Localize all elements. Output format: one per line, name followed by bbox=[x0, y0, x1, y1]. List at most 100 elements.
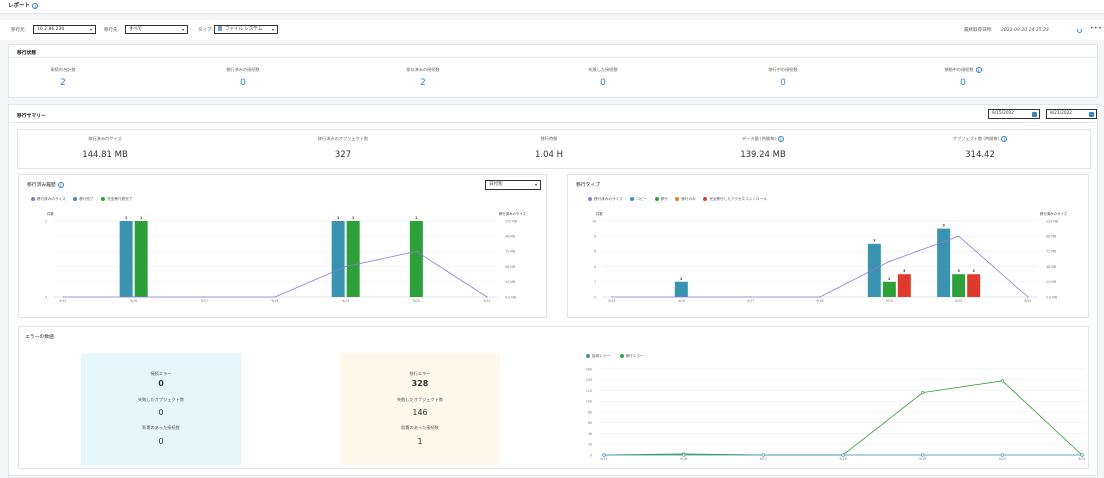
file-icon bbox=[218, 26, 222, 31]
type-select[interactable]: ファイル システム bbox=[214, 25, 278, 34]
bar bbox=[867, 243, 881, 297]
stat-label: 失敗した接続数 bbox=[588, 67, 618, 72]
bar bbox=[674, 281, 688, 297]
affected-connections-value[interactable]: 0 bbox=[158, 437, 164, 446]
source-select[interactable]: 10.2.86.230 bbox=[33, 25, 96, 34]
dest-select[interactable]: すべて bbox=[125, 25, 188, 34]
more-icon[interactable]: ••• bbox=[1090, 25, 1103, 32]
bar bbox=[967, 274, 981, 297]
stat-value[interactable]: 2 bbox=[60, 78, 66, 88]
line-point bbox=[611, 296, 613, 298]
errors-title: エラーの数値 bbox=[25, 335, 54, 340]
refresh-icon[interactable] bbox=[1077, 28, 1082, 33]
bar bbox=[134, 221, 148, 297]
line-point bbox=[203, 296, 205, 298]
x-axis-tick: 9/19 bbox=[886, 299, 893, 303]
history-chart-title: 移行済み履歴 i bbox=[27, 181, 64, 188]
stat-label: 移行済みの接続数 bbox=[226, 67, 260, 72]
metric-value: 1.04 H bbox=[534, 150, 564, 160]
metric-label: 移行時間 bbox=[540, 136, 558, 141]
legend-label: 接続エラー bbox=[592, 354, 610, 358]
error-value[interactable]: 0 bbox=[158, 379, 164, 388]
legend-label: 移行のみ bbox=[681, 197, 696, 201]
legend-item-acl[interactable]: 完全移行したアクセスコントロール bbox=[703, 196, 767, 201]
history-chart-card: 移行済み履歴 i 日付別 移行済みのサイズ 移行完了 完全移行数完了 0.0 MB… bbox=[18, 174, 547, 318]
y-axis-tick: 60 bbox=[588, 421, 592, 425]
metric-value: 139.24 MB bbox=[740, 150, 786, 160]
right-axis-tick: 0.0 MB bbox=[505, 295, 516, 299]
metric-label: データ量 (時間毎) i bbox=[673, 136, 853, 142]
legend-item-size[interactable]: 移行済みのサイズ bbox=[31, 196, 66, 201]
stat-value[interactable]: 0 bbox=[240, 78, 246, 88]
x-axis-tick: 9/17 bbox=[201, 299, 208, 303]
legend-item-copy[interactable]: コピー bbox=[630, 196, 648, 201]
right-axis-tick: 96 MB bbox=[505, 235, 515, 239]
error-value[interactable]: 328 bbox=[411, 379, 429, 388]
legend-item-conn[interactable]: 接続エラー bbox=[586, 353, 610, 358]
source-select-value: 10.2.86.230 bbox=[37, 27, 65, 32]
legend-item-only[interactable]: 移行のみ bbox=[675, 196, 696, 201]
affected-connections-value[interactable]: 1 bbox=[417, 437, 423, 446]
legend-dot bbox=[703, 196, 708, 201]
info-icon[interactable]: i bbox=[777, 136, 784, 142]
left-axis-tick: 0 bbox=[45, 295, 47, 299]
bar bbox=[409, 221, 423, 297]
legend-item-full[interactable]: 完全移行数完了 bbox=[101, 196, 132, 201]
errors-chart: 0 20 40 60 80 100 120 140 160 9/15 9/16 9/17 9/18 9/1… bbox=[586, 367, 1086, 461]
date-from-input[interactable]: 9/15/2022 bbox=[988, 109, 1040, 119]
bar bbox=[346, 221, 360, 297]
metric-label: 移行済みのオブジェクト数 bbox=[317, 136, 369, 141]
y-axis-tick: 120 bbox=[586, 389, 592, 393]
legend-label: 移行済みのサイズ bbox=[594, 197, 623, 201]
stat-label: 移動中の接続数 i bbox=[883, 67, 1043, 73]
line-point bbox=[921, 453, 925, 457]
divider bbox=[9, 122, 1097, 123]
right-axis-tick: 96 MB bbox=[1046, 235, 1056, 239]
stat-value[interactable]: 0 bbox=[780, 78, 786, 88]
chevron-down-icon bbox=[182, 28, 184, 31]
calendar-icon[interactable] bbox=[1089, 112, 1094, 117]
x-axis-tick: 9/18 bbox=[816, 299, 823, 303]
info-icon[interactable]: i bbox=[1001, 136, 1008, 142]
y-axis-tick: 0 bbox=[590, 453, 592, 457]
right-axis-tick: 120 MB bbox=[1046, 219, 1058, 223]
right-axis-title: 移行済みのサイズ bbox=[1040, 211, 1068, 216]
stat-value[interactable]: 2 bbox=[420, 78, 426, 88]
line-point bbox=[761, 453, 765, 457]
info-icon[interactable]: i bbox=[57, 181, 64, 188]
failed-objects-value[interactable]: 146 bbox=[412, 408, 428, 417]
left-axis-tick: 4 bbox=[594, 265, 596, 269]
line-point bbox=[819, 296, 821, 298]
right-axis-tick: 24 MB bbox=[1046, 280, 1056, 284]
right-axis-tick: 48 MB bbox=[505, 265, 515, 269]
bar-label: 1 bbox=[415, 216, 418, 220]
errors-legend: 接続エラー 移行エラー bbox=[586, 353, 644, 359]
legend-item-complete[interactable]: 移行完了 bbox=[73, 196, 94, 201]
stat-value[interactable]: 0 bbox=[600, 78, 606, 88]
affected-connections-label: 影響のあった接続数 bbox=[401, 425, 439, 430]
legend-label: 移行 bbox=[660, 197, 668, 201]
x-axis-tick: 9/18 bbox=[839, 457, 846, 461]
legend-label: コピー bbox=[636, 197, 648, 201]
history-group-value: 日付別 bbox=[489, 182, 503, 187]
x-axis-tick: 9/20 bbox=[955, 299, 962, 303]
date-to-input[interactable]: 9/21/2022 bbox=[1046, 109, 1097, 119]
info-icon[interactable]: i bbox=[975, 67, 982, 73]
legend-item-move[interactable]: 移行 bbox=[654, 196, 668, 201]
connection-error-box: 接続エラー 0 失敗したオブジェクト数 0 影響のあった接続数 0 bbox=[81, 353, 241, 465]
dest-label: 移行先: bbox=[104, 28, 120, 33]
failed-objects-value[interactable]: 0 bbox=[158, 408, 164, 417]
y-axis-tick: 100 bbox=[586, 400, 592, 404]
line-point bbox=[680, 296, 682, 298]
bar-label: 7 bbox=[873, 239, 876, 243]
summary-metrics: 移行済みのサイズ 144.81 MB 移行済みのオブジェクト数 327 移行時間 1.04… bbox=[17, 129, 1091, 169]
metric-label: 移行済みのサイズ bbox=[88, 136, 122, 141]
history-group-select[interactable]: 日付別 bbox=[485, 180, 541, 190]
legend-item-size[interactable]: 移行済みのサイズ bbox=[588, 196, 623, 201]
stat-value[interactable]: 0 bbox=[960, 78, 966, 88]
info-icon[interactable]: i bbox=[32, 2, 39, 9]
right-axis-tick: 24 MB bbox=[505, 280, 515, 284]
calendar-icon[interactable] bbox=[1032, 112, 1037, 117]
legend-item-mig[interactable]: 移行エラー bbox=[619, 353, 644, 358]
left-axis-tick: 8 bbox=[594, 235, 596, 239]
